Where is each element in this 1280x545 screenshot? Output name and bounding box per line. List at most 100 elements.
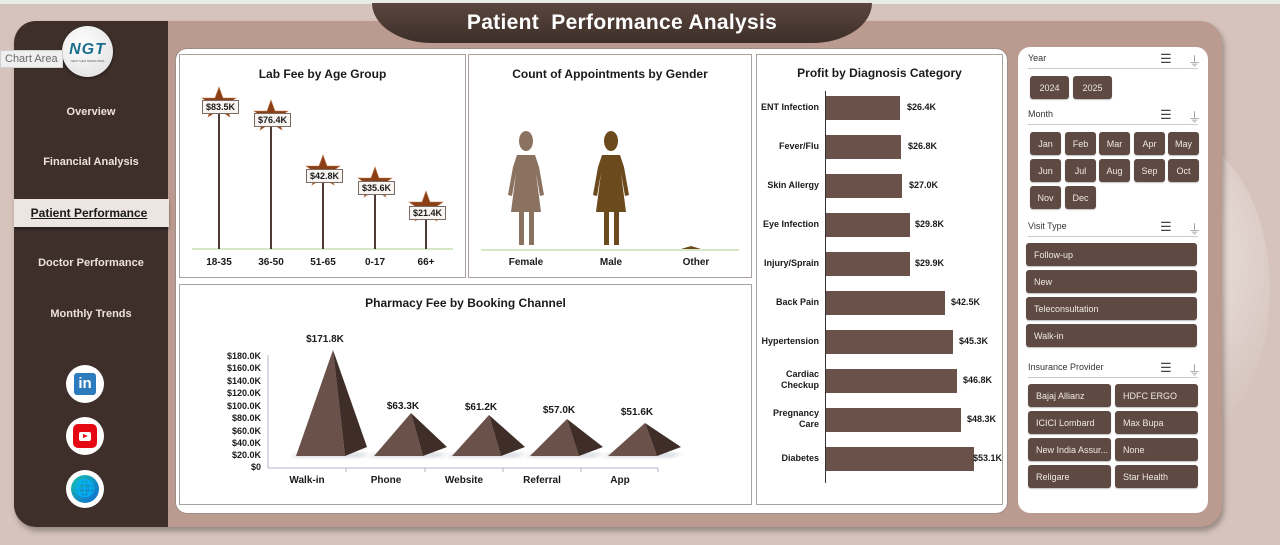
slicer-option-jun[interactable]: Jun xyxy=(1030,159,1061,182)
category-label: Fever/Flu xyxy=(778,141,819,151)
category-label: Eye Infection xyxy=(762,219,819,229)
website-button[interactable]: 🌐 xyxy=(66,470,104,508)
axis-label: Referral xyxy=(523,475,561,486)
ngt-logo[interactable]: NGT NEXT GEN TEMPLATES xyxy=(62,26,113,77)
slicer-option-icici-lombard[interactable]: ICICI Lombard xyxy=(1028,411,1111,434)
pyramid-plot xyxy=(267,350,682,472)
value-label: $26.8K xyxy=(908,141,938,151)
bar xyxy=(826,408,961,432)
data-label: $83.5K xyxy=(202,100,240,114)
other-figure xyxy=(681,246,701,249)
multi-select-icon[interactable]: ☰ xyxy=(1160,360,1172,375)
male-figure xyxy=(593,131,629,245)
slicer-option-star-health[interactable]: Star Health xyxy=(1115,465,1198,488)
slicer-option-new[interactable]: New xyxy=(1026,270,1197,293)
nav-patient-performance[interactable]: Patient Performance xyxy=(14,199,169,227)
lab-fee-chart[interactable]: Lab Fee by Age Group $83.5K $ xyxy=(179,54,466,278)
linkedin-icon: in xyxy=(74,373,96,395)
data-label: $63.3K xyxy=(386,401,420,412)
y-tick: $120.0K xyxy=(226,388,261,398)
slicer-label: Visit Type xyxy=(1028,221,1067,231)
female-figure xyxy=(508,131,544,245)
slicer-option-2025[interactable]: 2025 xyxy=(1073,76,1112,99)
page-title-banner: Patient Performance Analysis xyxy=(372,3,872,43)
slicer-option-aug[interactable]: Aug xyxy=(1099,159,1130,182)
slicer-option-may[interactable]: May xyxy=(1168,132,1199,155)
axis-label: App xyxy=(610,475,630,486)
slicer-option-hdfc-ergo[interactable]: HDFC ERGO xyxy=(1115,384,1198,407)
category-label: Pregnancy Care xyxy=(772,408,819,429)
category-label: Cardiac Checkup xyxy=(780,369,819,390)
slicer-panel: Year ☰ ⏚ 2024 2025 Month ☰ ⏚ Jan Feb Mar… xyxy=(1018,47,1208,513)
multi-select-icon[interactable]: ☰ xyxy=(1160,107,1172,122)
data-label: $21.4K xyxy=(409,206,447,220)
chart-title: Lab Fee by Age Group xyxy=(258,67,387,81)
slicer-option-jul[interactable]: Jul xyxy=(1065,159,1096,182)
youtube-button[interactable] xyxy=(66,417,104,455)
bar xyxy=(826,135,901,159)
slicer-option-max-bupa[interactable]: Max Bupa xyxy=(1115,411,1198,434)
value-label: $29.8K xyxy=(915,219,945,229)
slicer-option-sep[interactable]: Sep xyxy=(1134,159,1165,182)
axis-label: 18-35 xyxy=(206,257,232,268)
category-label: ENT Infection xyxy=(761,102,819,112)
data-label: $57.0K xyxy=(542,405,576,416)
clear-filter-icon[interactable]: ⏚ xyxy=(1188,54,1202,69)
slicer-option-bajaj-allianz[interactable]: Bajaj Allianz xyxy=(1028,384,1111,407)
data-label: $42.8K xyxy=(306,169,344,183)
axis-label: 66+ xyxy=(417,257,435,268)
axis-label: Walk-in xyxy=(289,475,325,486)
globe-icon: 🌐 xyxy=(71,475,99,503)
profit-by-diagnosis-chart[interactable]: Profit by Diagnosis Category ENT Infecti… xyxy=(756,54,1003,505)
dashboard-frame: Overview Financial Analysis Patient Perf… xyxy=(14,21,1222,527)
chart-title: Count of Appointments by Gender xyxy=(512,67,708,81)
clear-filter-icon[interactable]: ⏚ xyxy=(1188,110,1202,125)
value-label: $26.4K xyxy=(907,102,937,112)
clear-filter-icon[interactable]: ⏚ xyxy=(1188,222,1202,237)
slicer-option-dec[interactable]: Dec xyxy=(1065,186,1096,209)
nav-monthly-trends[interactable]: Monthly Trends xyxy=(50,308,132,320)
value-label: $42.5K xyxy=(951,297,981,307)
slicer-option-nov[interactable]: Nov xyxy=(1030,186,1061,209)
visit-type-slicer-header: Visit Type ☰ ⏚ xyxy=(1028,219,1202,237)
axis-label: 51-65 xyxy=(310,257,336,268)
slicer-label: Month xyxy=(1028,109,1054,119)
slicer-option-religare[interactable]: Religare xyxy=(1028,465,1111,488)
multi-select-icon[interactable]: ☰ xyxy=(1160,51,1172,66)
bar xyxy=(826,252,910,276)
axis-label: Female xyxy=(508,257,544,268)
slicer-option-follow-up[interactable]: Follow-up xyxy=(1026,243,1197,266)
y-tick: $100.0K xyxy=(226,401,261,411)
multi-select-icon[interactable]: ☰ xyxy=(1160,219,1172,234)
chart-title: Profit by Diagnosis Category xyxy=(797,66,962,80)
slicer-option-apr[interactable]: Apr xyxy=(1134,132,1165,155)
slicer-option-feb[interactable]: Feb xyxy=(1065,132,1096,155)
appointments-by-gender-chart[interactable]: Count of Appointments by Gender Female M… xyxy=(468,54,752,278)
slicer-option-2024[interactable]: 2024 xyxy=(1030,76,1069,99)
page-title: Patient Performance Analysis xyxy=(466,11,778,34)
nav-financial-analysis[interactable]: Financial Analysis xyxy=(43,156,139,168)
data-label: $171.8K xyxy=(306,334,344,345)
linkedin-button[interactable]: in xyxy=(66,365,104,403)
slicer-option-jan[interactable]: Jan xyxy=(1030,132,1061,155)
slicer-option-teleconsultation[interactable]: Teleconsultation xyxy=(1026,297,1197,320)
bar xyxy=(826,96,900,120)
value-label: $48.3K xyxy=(967,414,997,424)
nav-overview[interactable]: Overview xyxy=(66,106,116,118)
value-label: $53.1K xyxy=(973,453,1003,463)
axis-label: 0-17 xyxy=(364,257,385,268)
axis-label: Male xyxy=(599,257,623,268)
slicer-option-new-india[interactable]: New India Assur... xyxy=(1028,438,1111,461)
slicer-label: Insurance Provider xyxy=(1028,362,1104,372)
slicer-option-oct[interactable]: Oct xyxy=(1168,159,1199,182)
slicer-option-walk-in[interactable]: Walk-in xyxy=(1026,324,1197,347)
slicer-option-mar[interactable]: Mar xyxy=(1099,132,1130,155)
logo-tagline: NEXT GEN TEMPLATES xyxy=(70,58,105,63)
nav-doctor-performance[interactable]: Doctor Performance xyxy=(38,257,144,269)
pharmacy-fee-chart[interactable]: Pharmacy Fee by Booking Channel $180.0K … xyxy=(179,284,752,505)
slicer-option-none[interactable]: None xyxy=(1115,438,1198,461)
data-label: $76.4K xyxy=(254,113,292,127)
lab-fee-plot xyxy=(192,86,453,250)
data-label: $51.6K xyxy=(620,407,654,418)
clear-filter-icon[interactable]: ⏚ xyxy=(1188,363,1202,378)
